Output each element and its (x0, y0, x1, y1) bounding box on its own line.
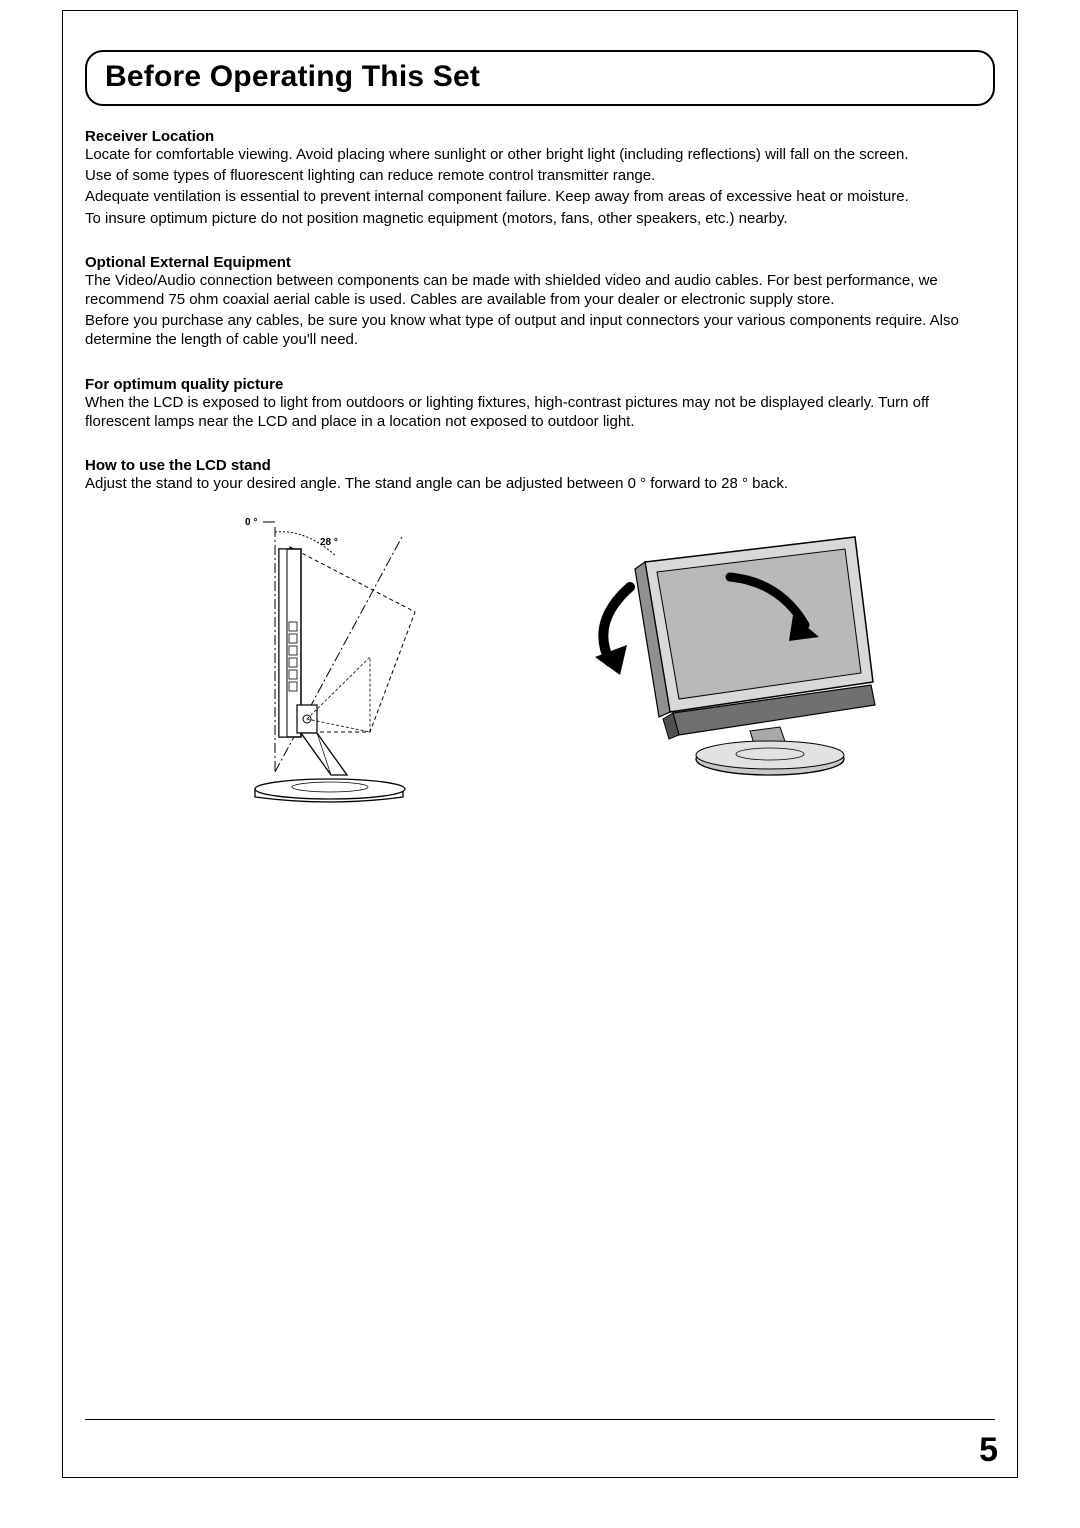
equipment-heading: Optional External Equipment (85, 254, 995, 271)
equipment-p1: The Video/Audio connection between compo… (85, 271, 995, 309)
footer-rule (85, 1419, 995, 1420)
page-title: Before Operating This Set (105, 60, 975, 94)
tilt-3d-diagram (575, 507, 895, 787)
section-stand: How to use the LCD stand Adjust the stan… (85, 457, 995, 493)
receiver-p4: To insure optimum picture do not positio… (85, 209, 995, 228)
receiver-p3: Adequate ventilation is essential to pre… (85, 187, 995, 206)
stand-heading: How to use the LCD stand (85, 457, 995, 474)
title-box: Before Operating This Set (85, 50, 995, 106)
angle-label-28: 28 ° (320, 537, 338, 548)
picture-heading: For optimum quality picture (85, 376, 995, 393)
receiver-p1: Locate for comfortable viewing. Avoid pl… (85, 145, 995, 164)
picture-p1: When the LCD is exposed to light from ou… (85, 393, 995, 431)
receiver-heading: Receiver Location (85, 128, 995, 145)
angle-label-0: 0 ° (245, 517, 257, 528)
page-number: 5 (979, 1431, 998, 1470)
section-receiver: Receiver Location Locate for comfortable… (85, 128, 995, 228)
diagram-row: 0 ° 28 ° (85, 507, 995, 807)
receiver-p2: Use of some types of fluorescent lightin… (85, 166, 995, 185)
tilt-angle-diagram: 0 ° 28 ° (235, 507, 485, 807)
equipment-p2: Before you purchase any cables, be sure … (85, 311, 995, 349)
section-equipment: Optional External Equipment The Video/Au… (85, 254, 995, 350)
stand-p1: Adjust the stand to your desired angle. … (85, 474, 995, 493)
section-picture: For optimum quality picture When the LCD… (85, 376, 995, 431)
page-content: Before Operating This Set Receiver Locat… (85, 50, 995, 807)
